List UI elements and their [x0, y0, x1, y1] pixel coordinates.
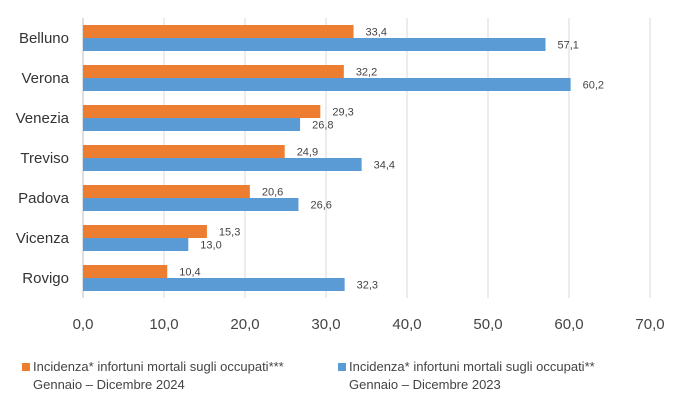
data-label: 15,3 [219, 227, 240, 239]
data-label: 26,6 [310, 200, 331, 212]
x-tick-label: 60,0 [554, 316, 583, 333]
bar-2024 [83, 265, 168, 278]
category-label: Vicenza [16, 230, 70, 247]
bar-2023 [83, 238, 189, 251]
data-label: 10,4 [179, 267, 200, 279]
category-label: Venezia [16, 110, 70, 127]
bar-2023 [83, 38, 546, 51]
data-label: 26,8 [312, 120, 333, 132]
bar-2024 [83, 225, 207, 238]
x-tick-label: 10,0 [149, 316, 178, 333]
legend-item-2024: Incidenza* infortuni mortali sugli occup… [22, 358, 284, 394]
legend-period-2023: Gennaio – Dicembre 2023 [349, 377, 501, 392]
category-label: Padova [18, 190, 70, 207]
bar-2024 [83, 145, 285, 158]
x-tick-label: 0,0 [73, 316, 94, 333]
x-tick-label: 20,0 [230, 316, 259, 333]
legend-swatch-2024 [22, 363, 30, 371]
legend: Incidenza* infortuni mortali sugli occup… [0, 358, 680, 408]
bar-2024 [83, 25, 354, 38]
category-label: Belluno [19, 30, 69, 47]
category-label: Verona [21, 70, 69, 87]
x-tick-label: 30,0 [311, 316, 340, 333]
bar-2023 [83, 158, 362, 171]
x-tick-label: 50,0 [473, 316, 502, 333]
legend-item-2023: Incidenza* infortuni mortali sugli occup… [338, 358, 595, 394]
data-label: 57,1 [558, 40, 579, 52]
bar-2023 [83, 278, 345, 291]
data-label: 29,3 [332, 107, 353, 119]
data-label: 32,2 [356, 67, 377, 79]
bar-2023 [83, 78, 571, 91]
category-label: Treviso [20, 150, 69, 167]
legend-period-2024: Gennaio – Dicembre 2024 [33, 377, 185, 392]
legend-label-2023: Incidenza* infortuni mortali sugli occup… [349, 359, 595, 374]
data-label: 13,0 [200, 240, 221, 252]
data-label: 60,2 [583, 80, 604, 92]
data-label: 34,4 [374, 160, 395, 172]
data-label: 24,9 [297, 147, 318, 159]
bar-2024 [83, 105, 321, 118]
legend-swatch-2023 [338, 363, 346, 371]
data-label: 20,6 [262, 187, 283, 199]
category-label: Rovigo [22, 270, 69, 287]
x-tick-label: 70,0 [635, 316, 664, 333]
bar-2024 [83, 65, 344, 78]
bar-2024 [83, 185, 250, 198]
legend-label-2024: Incidenza* infortuni mortali sugli occup… [33, 359, 284, 374]
data-label: 33,4 [366, 27, 387, 39]
bar-2023 [83, 118, 301, 131]
bar-2023 [83, 198, 299, 211]
x-tick-label: 40,0 [392, 316, 421, 333]
data-label: 32,3 [357, 280, 378, 292]
